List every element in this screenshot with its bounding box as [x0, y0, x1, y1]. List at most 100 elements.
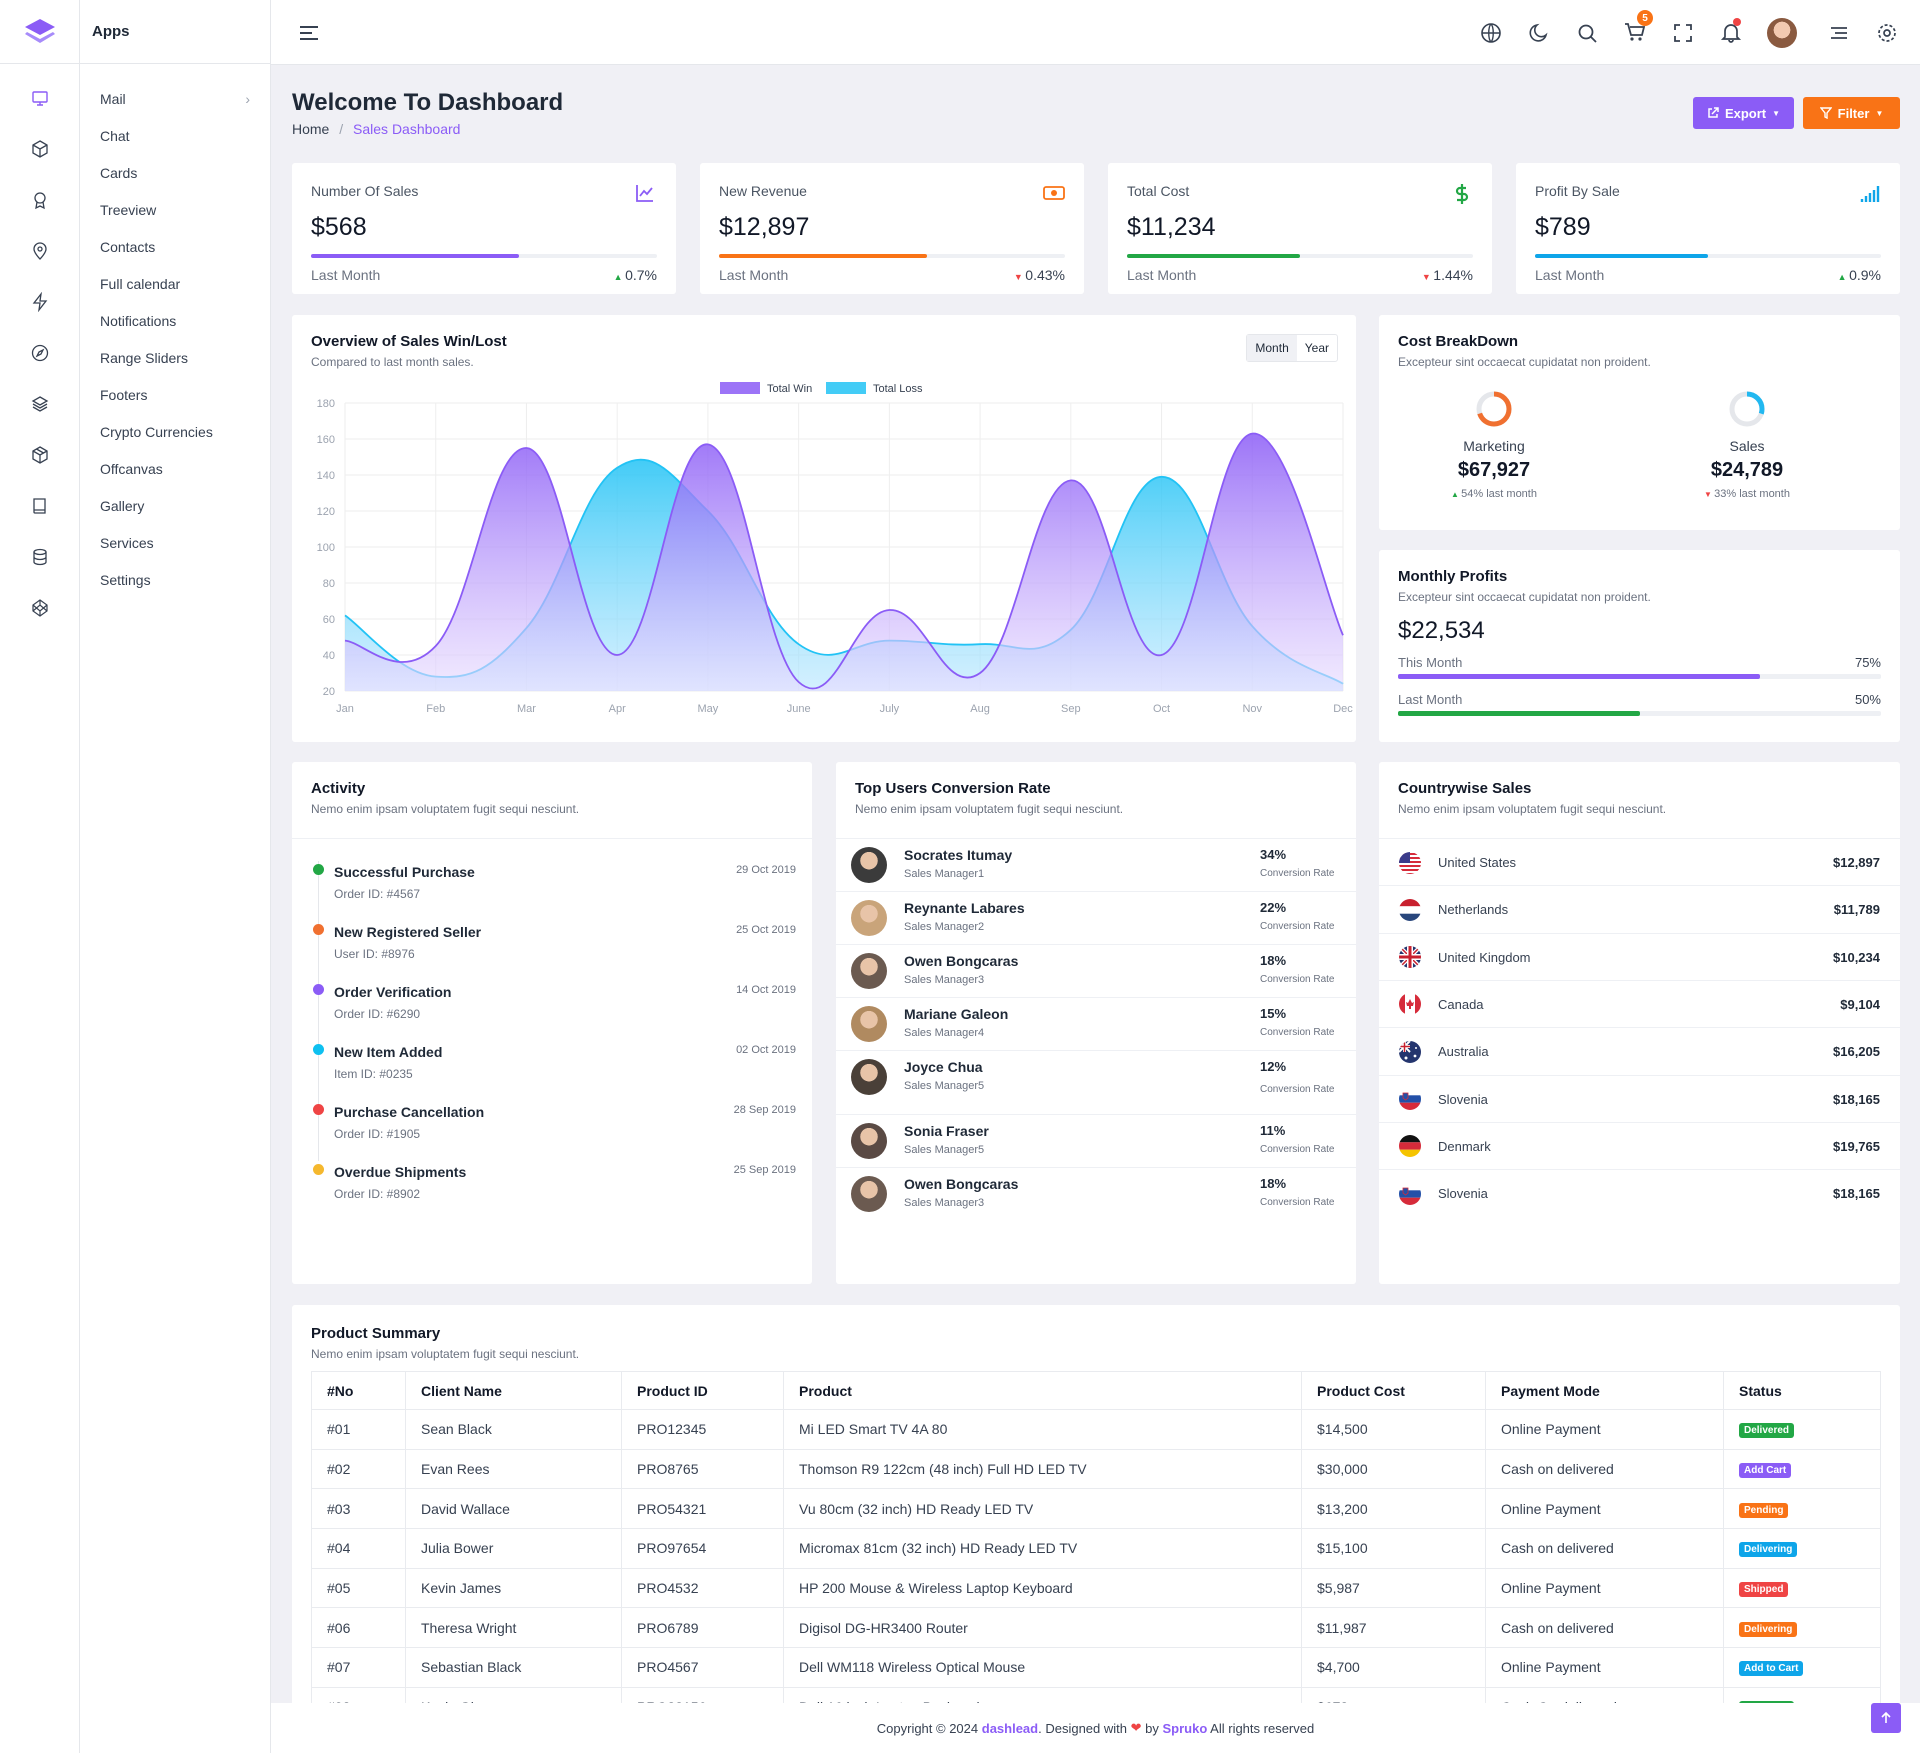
sidebar-item-full-calendar[interactable]: Full calendar [80, 265, 270, 302]
stat-progress-bar [1127, 254, 1473, 258]
sidebar-item-settings[interactable]: Settings [80, 561, 270, 598]
stat-header: New Revenue [719, 183, 1065, 205]
conversion-rate: 15% [1260, 1006, 1287, 1021]
x-tick-label: Aug [970, 703, 990, 715]
stat-change: ▲ 0.9% [1838, 267, 1881, 283]
user-avatar[interactable] [1767, 18, 1797, 48]
footer-brand-link[interactable]: dashlead [981, 1720, 1039, 1736]
user-row[interactable]: Owen Bongcaras Sales Manager3 18% Conversio… [836, 944, 1356, 997]
products-title: Product Summary [311, 1325, 441, 1342]
search-icon[interactable] [1576, 22, 1598, 44]
user-row[interactable]: Sonia Fraser Sales Manager5 11% Conversion … [836, 1114, 1356, 1167]
rail-item-6[interactable] [0, 327, 79, 378]
countries-subtitle: Nemo enim ipsam voluptatem fugit sequi n… [1398, 802, 1667, 816]
monthly-profits-card: Monthly Profits Excepteur sint occaecat … [1379, 550, 1900, 742]
top-header: 5 [271, 0, 1920, 65]
cost-title: Cost BreakDown [1398, 333, 1519, 350]
back-to-top-button[interactable] [1871, 1703, 1901, 1733]
sidebar-item-services[interactable]: Services [80, 524, 270, 561]
rail-item-10[interactable] [0, 531, 79, 582]
conversion-rate: 11% [1260, 1123, 1286, 1138]
filter-button[interactable]: Filter ▼ [1803, 97, 1900, 129]
rail-item-9[interactable] [0, 480, 79, 531]
user-row[interactable]: Owen Bongcaras Sales Manager3 18% Conversio… [836, 1167, 1356, 1220]
user-row[interactable]: Socrates Itumay Sales Manager1 34% Conversi… [836, 838, 1356, 891]
fullscreen-icon[interactable] [1672, 22, 1694, 44]
sidebar-item-crypto-currencies[interactable]: Crypto Currencies [80, 413, 270, 450]
user-row[interactable]: Reynante Labares Sales Manager2 22% Convers… [836, 891, 1356, 944]
sidebar-item-label: Chat [100, 127, 130, 144]
conversion-rate-label: Conversion Rate [1260, 921, 1335, 932]
sidebar-item-chat[interactable]: Chat [80, 117, 270, 154]
stat-footer: Last Month ▼ 1.44% [1127, 267, 1473, 283]
sidebar: Apps Mail › Chat Cards Treeview Contacts Full … [80, 0, 271, 1753]
conversion-rate-label: Conversion Rate [1260, 1084, 1335, 1095]
rail-item-1[interactable] [0, 72, 79, 123]
sidebar-item-offcanvas[interactable]: Offcanvas [80, 450, 270, 487]
sidebar-item-cards[interactable]: Cards [80, 154, 270, 191]
moon-icon[interactable] [1528, 22, 1550, 44]
heart-icon: ❤ [1130, 1720, 1142, 1735]
user-row[interactable]: Mariane Galeon Sales Manager4 15% Conversio… [836, 997, 1356, 1050]
column-header: Product Cost [1301, 1371, 1486, 1410]
profit-progress [1398, 674, 1881, 679]
menu-toggle-icon[interactable] [299, 24, 319, 42]
country-row: United Kingdom $10,234 [1379, 932, 1900, 981]
table-cell: #06 [311, 1607, 406, 1649]
conversion-rate: 34% [1260, 847, 1287, 862]
conversion-rate: 12% [1260, 1059, 1287, 1074]
stat-change-value: 1.44% [1433, 267, 1473, 283]
rail-item-4[interactable] [0, 225, 79, 276]
brand-logo[interactable] [0, 0, 79, 64]
status-badge: Add Cart [1739, 1463, 1792, 1479]
status-badge: Shipped [1739, 1582, 1789, 1598]
breadcrumb-home[interactable]: Home [292, 121, 330, 137]
cart-button[interactable]: 5 [1623, 10, 1653, 44]
table-cell: Micromax 81cm (32 inch) HD Ready LED TV [783, 1528, 1302, 1569]
stat-value: $789 [1535, 213, 1591, 241]
column-header: Product ID [621, 1371, 784, 1410]
tab-year[interactable]: Year [1304, 341, 1329, 355]
profit-row-pct: 75% [1854, 655, 1881, 670]
tab-month[interactable]: Month [1247, 335, 1297, 361]
table-cell: Theresa Wright [405, 1607, 622, 1649]
align-right-icon[interactable] [1828, 22, 1850, 44]
rail-item-7[interactable] [0, 378, 79, 429]
user-row[interactable]: Joyce Chua Sales Manager5 12% Conversion Ra… [836, 1050, 1356, 1103]
sidebar-item-mail[interactable]: Mail › [80, 80, 270, 117]
sidebar-item-label: Full calendar [100, 275, 181, 292]
activity-detail: User ID: #8976 [334, 947, 415, 961]
rail-item-11[interactable] [0, 582, 79, 633]
rail-item-8[interactable] [0, 429, 79, 480]
sidebar-item-footers[interactable]: Footers [80, 376, 270, 413]
caret-down-icon: ▼ [1421, 272, 1434, 282]
notifications-button[interactable] [1720, 18, 1742, 43]
rail-item-3[interactable] [0, 174, 79, 225]
caret-down-icon: ▼ [1013, 272, 1026, 282]
globe-icon[interactable] [1480, 22, 1502, 44]
rail-item-2[interactable] [0, 123, 79, 174]
country-sales-value: $9,104 [1840, 996, 1880, 1012]
rail-item-5[interactable] [0, 276, 79, 327]
table-cell: Online Payment [1485, 1567, 1724, 1609]
table-cell: $5,987 [1301, 1567, 1486, 1609]
table-row: #05 Kevin James PRO4532 HP 200 Mouse & Wire… [311, 1567, 1881, 1609]
sidebar-item-notifications[interactable]: Notifications [80, 302, 270, 339]
activity-date: 02 Oct 2019 [736, 1044, 796, 1056]
settings-gear-icon[interactable] [1876, 22, 1898, 44]
conversion-rate: 22% [1260, 900, 1287, 915]
footer-author-link[interactable]: Spruko [1162, 1720, 1208, 1736]
donut-icon [1729, 391, 1765, 427]
export-button[interactable]: Export ▼ [1693, 97, 1794, 129]
sidebar-item-treeview[interactable]: Treeview [80, 191, 270, 228]
award-icon [33, 191, 46, 209]
sidebar-item-contacts[interactable]: Contacts [80, 228, 270, 265]
stat-change: ▲ 0.7% [614, 267, 657, 283]
stat-progress-fill [1535, 254, 1708, 258]
stat-period: Last Month [719, 267, 789, 283]
sidebar-item-gallery[interactable]: Gallery [80, 487, 270, 524]
table-cell: $14,500 [1301, 1409, 1486, 1450]
sidebar-item-range-sliders[interactable]: Range Sliders [80, 339, 270, 376]
table-cell: Pending [1723, 1488, 1881, 1530]
column-header: Client Name [405, 1371, 622, 1410]
